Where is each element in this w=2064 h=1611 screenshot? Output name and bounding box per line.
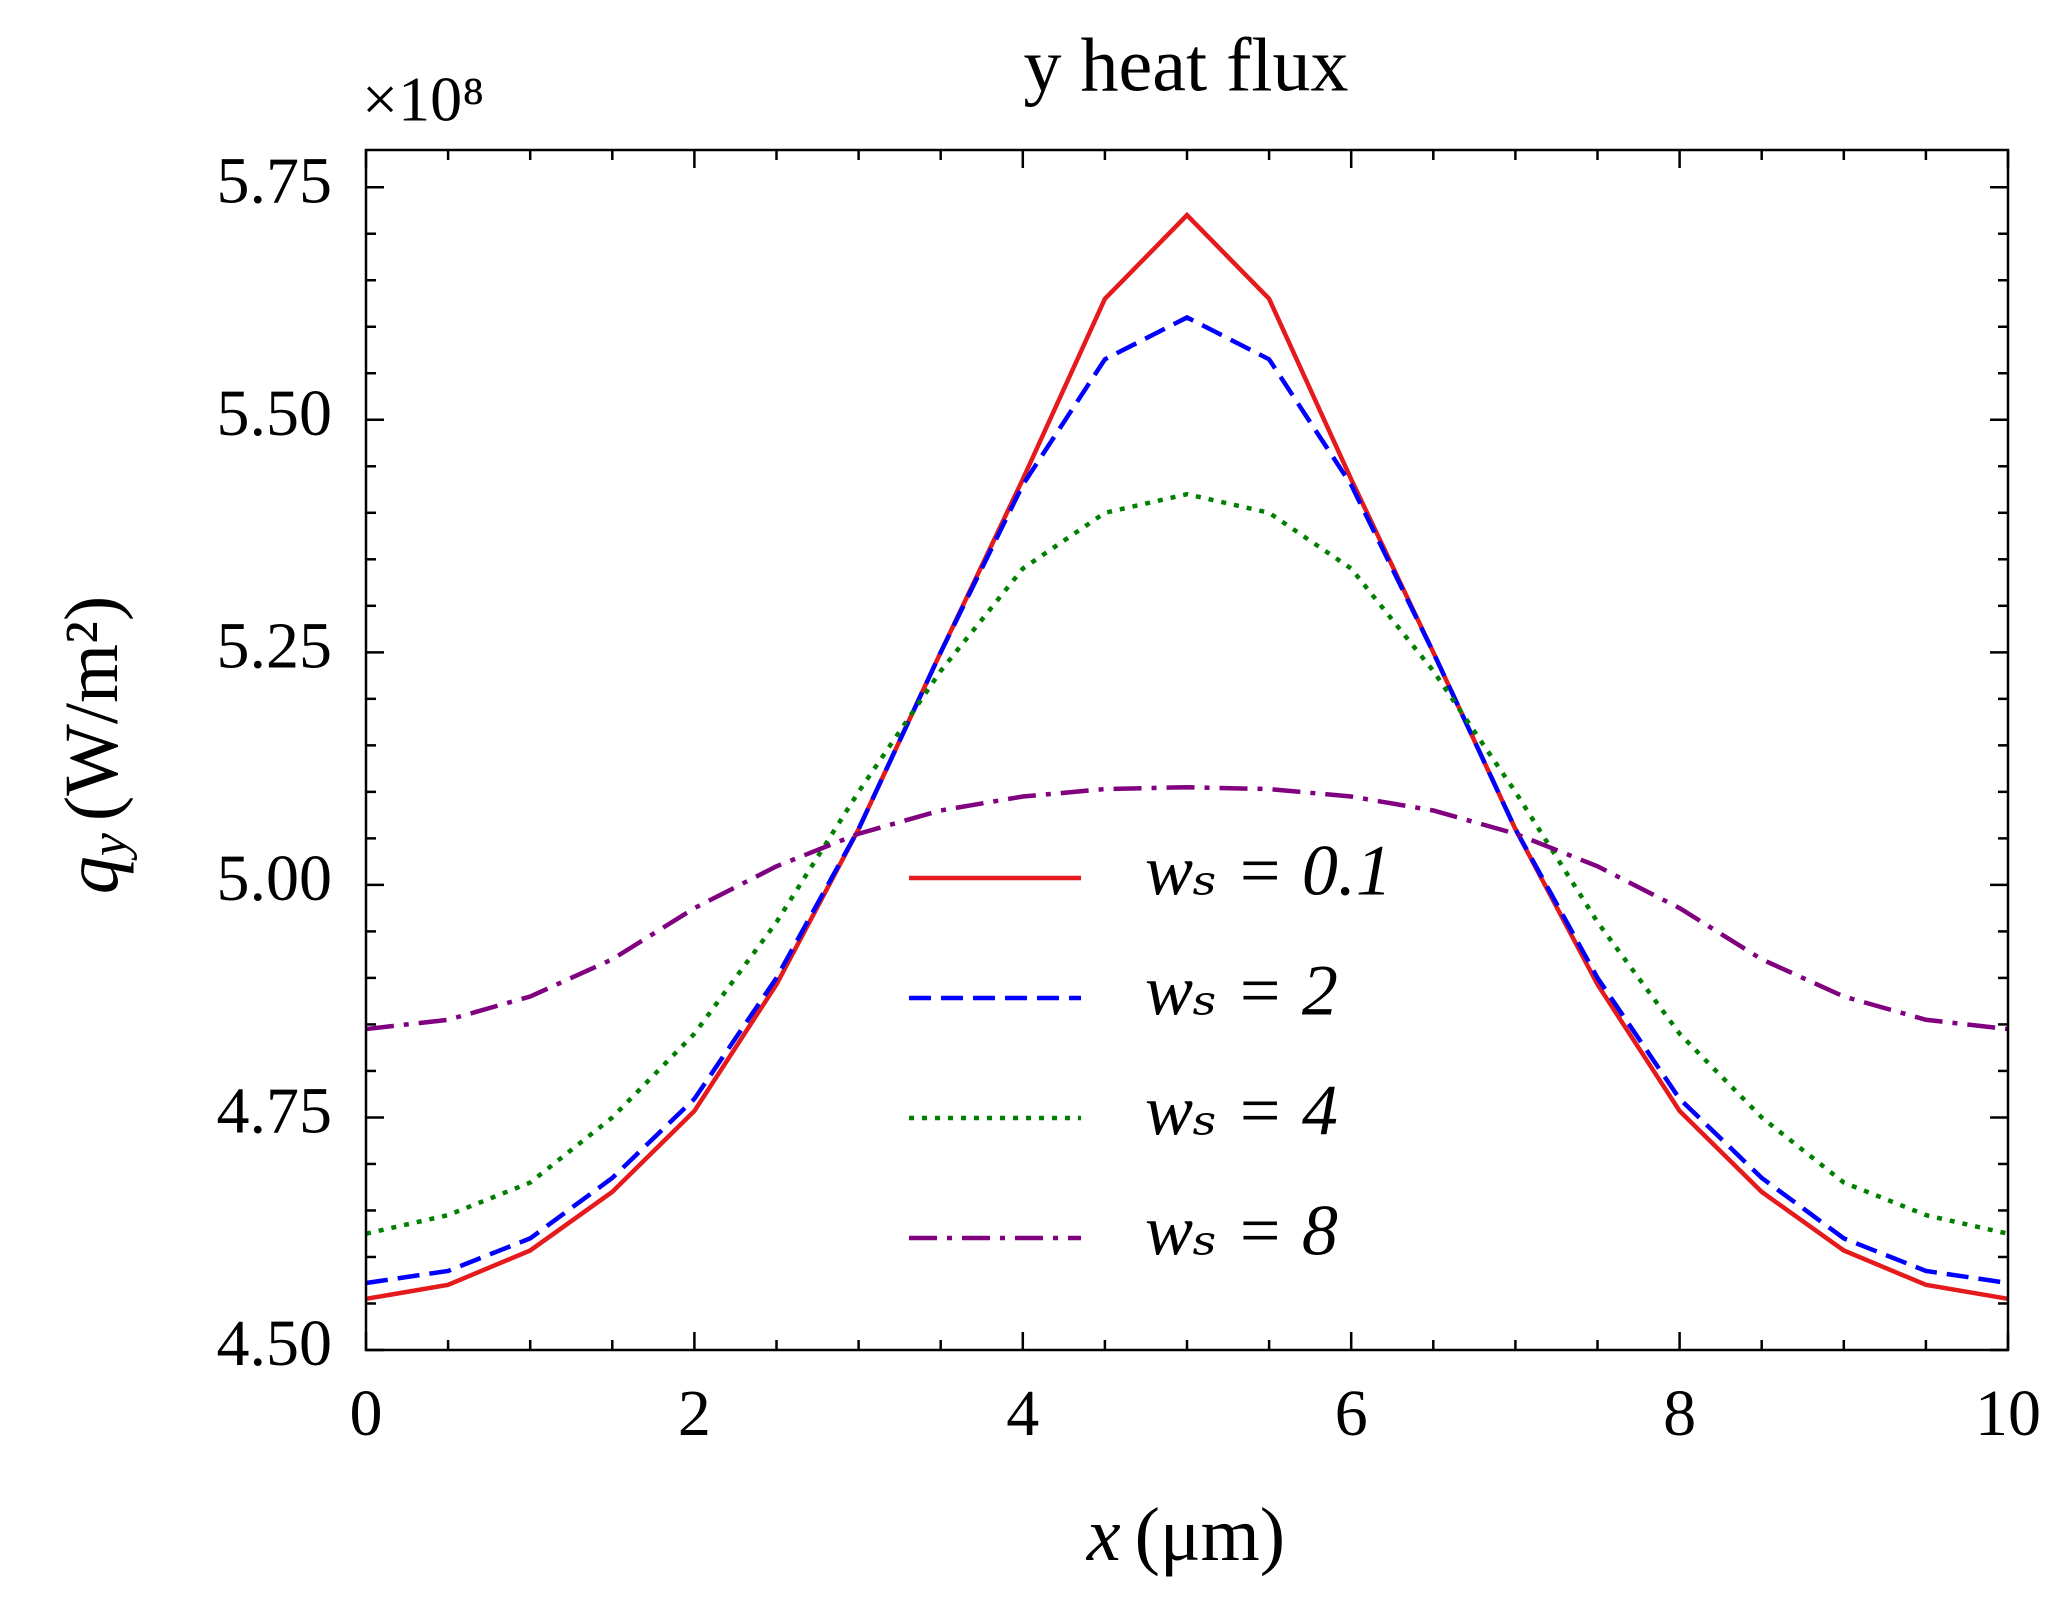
y-tick-label: 5.00 [217,842,333,915]
x-tick-label: 4 [1006,1377,1039,1450]
y-tick-label: 5.25 [217,609,333,682]
x-label-unit: (μm) [1135,1493,1285,1577]
legend-label: wₛ = 2 [1145,951,1338,1031]
series-line [365,784,2009,1032]
legend-label: wₛ = 0.1 [1145,831,1392,911]
y-label-symbol: q [50,856,134,894]
y-tick-label: 4.50 [217,1307,333,1380]
chart-title: y heat flux [1023,23,1348,107]
plot-frame [364,148,2010,1352]
x-tick-label: 8 [1663,1377,1696,1450]
y-offset-label: ×10⁸ [362,64,484,135]
y-tick-label: 5.50 [217,377,333,450]
y-label-subscript: y [81,832,138,861]
x-axis-label: x (μm) [1086,1493,1285,1577]
series-line [365,314,2009,1286]
x-tick-label: 2 [678,1377,711,1450]
x-tick-label: 10 [1975,1377,2041,1450]
legend-label: wₛ = 4 [1145,1071,1338,1151]
series-line [365,491,2009,1236]
y-label-unit: (W/m²) [50,596,134,821]
y-tick-label: 4.75 [217,1075,333,1148]
x-tick-label: 6 [1335,1377,1368,1450]
x-label-symbol: x [1086,1493,1121,1577]
y-tick-label: 5.75 [217,144,333,217]
y-axis-label: qy (W/m²) [50,596,138,894]
legend-label: wₛ = 8 [1145,1191,1338,1271]
series-line [365,211,2009,1302]
x-tick-label: 0 [350,1377,383,1450]
